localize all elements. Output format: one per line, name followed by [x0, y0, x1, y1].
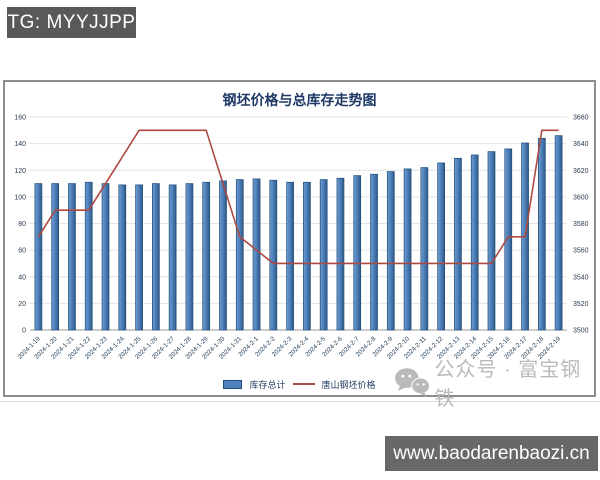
inventory-bar [235, 179, 244, 331]
inventory-bar [487, 151, 496, 331]
right-axis-tick-label: 3580 [573, 221, 589, 228]
telegram-badge: TG: MYYJJPP [7, 7, 136, 38]
left-axis-tick-label: 140 [14, 141, 26, 148]
right-axis-tick-label: 3540 [573, 274, 589, 281]
inventory-bar [101, 183, 110, 331]
inventory-bar [554, 135, 563, 331]
chart-title: 钢坯价格与总库存走势图 [222, 94, 377, 109]
inventory-bar [135, 184, 143, 331]
inventory-bar [386, 171, 395, 331]
left-axis-tick-label: 160 [14, 115, 26, 122]
inventory-legend-label: 库存总计 [249, 379, 286, 390]
price-legend-swatch [292, 383, 315, 385]
watermark-text: 公众号 · 富宝钢铁 [434, 359, 582, 410]
inventory-bar [537, 137, 546, 331]
price-line [37, 129, 559, 265]
inventory-bar [504, 148, 513, 331]
wechat-icon [394, 368, 430, 397]
inventory-bar [34, 183, 43, 331]
inventory-bar [454, 157, 462, 331]
chart-panel: 0 3500 20 3520 40 3540 60 3560 80 3580 100 3600 120 3… [3, 80, 596, 397]
right-axis-tick-label: 3520 [573, 301, 589, 308]
website-badge: www.baodarenbaozi.cn [385, 436, 598, 471]
left-axis-tick-label: 60 [18, 248, 26, 255]
inventory-bar [403, 168, 412, 331]
telegram-badge-text: TG: MYYJJPP [7, 11, 136, 33]
inventory-bar [303, 181, 311, 331]
price-inventory-chart: 0 3500 20 3520 40 3540 60 3560 80 3580 100 3600 120 3… [14, 115, 589, 361]
left-axis-tick-label: 80 [18, 221, 26, 228]
website-badge-text: www.baodarenbaozi.cn [393, 442, 590, 464]
right-axis-tick-label: 3640 [573, 141, 589, 148]
price-legend-label: 唐山钢坯价格 [321, 379, 376, 390]
right-axis-tick-label: 3620 [573, 168, 589, 175]
inventory-bar [319, 179, 328, 331]
inventory-bar [336, 177, 345, 331]
inventory-bar [51, 183, 60, 331]
wechat-watermark: 公众号 · 富宝钢铁 [394, 353, 600, 411]
inventory-bar [353, 175, 362, 331]
inventory-bar [68, 183, 76, 331]
inventory-bar [370, 173, 378, 331]
inventory-bar [168, 184, 177, 331]
left-axis-tick-label: 40 [18, 274, 26, 281]
inventory-bar [437, 162, 445, 331]
inventory-bar [185, 183, 194, 331]
inventory-bar [470, 154, 479, 331]
inventory-bar [84, 181, 93, 331]
left-axis-tick-label: 120 [14, 168, 26, 175]
right-axis-tick-label: 3560 [573, 248, 589, 255]
right-axis-tick-label: 3500 [573, 328, 589, 335]
chart-legend: 库存总计 唐山钢坯价格 [5, 377, 594, 391]
right-axis-tick-label: 3600 [573, 194, 589, 201]
inventory-bar [118, 184, 127, 331]
inventory-legend-swatch [223, 379, 243, 389]
inventory-bar [252, 178, 261, 331]
inventory-bar [286, 181, 294, 331]
inventory-bar [202, 181, 211, 331]
left-axis-tick-label: 20 [18, 301, 26, 308]
inventory-bar [269, 179, 278, 331]
left-axis-tick-label: 0 [22, 328, 26, 335]
inventory-bar [219, 180, 227, 331]
inventory-bar [152, 183, 160, 331]
left-axis-tick-label: 100 [14, 194, 26, 201]
inventory-bar [420, 167, 429, 331]
right-axis-tick-label: 3660 [573, 115, 589, 122]
panel-divider [0, 401, 600, 402]
